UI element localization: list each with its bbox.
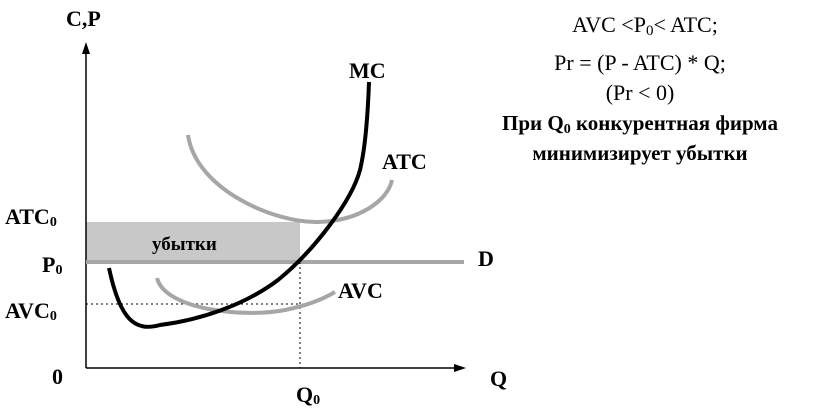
avc0-label: AVC0 (5, 298, 57, 324)
origin-label: 0 (52, 364, 63, 389)
avc-label: AVC (338, 278, 383, 303)
annotation-line3: (Pr < 0) (606, 80, 675, 105)
loss-region-label: убытки (152, 234, 217, 255)
annotation-line5: минимизирует убытки (532, 141, 747, 165)
annotation-line2: Pr = (P - ATC) * Q; (554, 50, 726, 75)
y-axis-label: C,P (66, 6, 101, 31)
q0-label: Q0 (296, 382, 320, 408)
annotation-line1: AVC <P0< ATC; (572, 12, 718, 39)
atc0-label: ATC0 (5, 204, 57, 230)
mc-curve (107, 81, 371, 329)
x-axis-arrow (454, 364, 466, 372)
mc-label: MC (349, 58, 386, 83)
p0-label: P0 (42, 252, 62, 278)
x-axis-label: Q (490, 366, 507, 391)
loss-region (86, 222, 300, 262)
demand-label: D (478, 246, 494, 271)
y-axis-arrow (82, 42, 90, 54)
atc-label: ATC (382, 149, 427, 174)
avc-curve (155, 277, 337, 315)
atc-curve (186, 134, 394, 225)
annotation-line4: При Q0 конкурентная фирма (502, 111, 778, 137)
